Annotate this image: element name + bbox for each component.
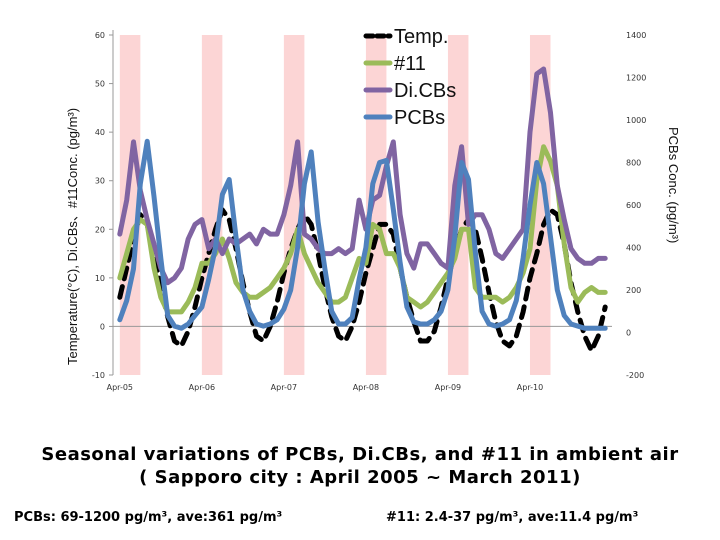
x-tick-label-0: Apr-05 xyxy=(107,383,133,392)
series-line-temp xyxy=(117,207,608,354)
y-left-tick-label-6: 50 xyxy=(95,80,105,89)
y-right-tick-label-1: 0 xyxy=(626,329,631,338)
y-left-tick-label-1: 0 xyxy=(100,322,105,331)
y-left-tick-label-4: 30 xyxy=(95,177,105,186)
y-right-tick-label-2: 200 xyxy=(626,286,641,295)
y-left-tick-label-7: 60 xyxy=(95,31,105,40)
x-tick-label-2: Apr-07 xyxy=(271,383,297,392)
chart: -10 0 10 20 30 40 50 60 -200 0 200 400 600 800 1000 12… xyxy=(65,26,681,392)
legend-label-dicbs: Di.CBs xyxy=(394,80,456,102)
y-left-tick-label-2: 10 xyxy=(95,274,105,283)
n11-range-note: #11: 2.4-37 pg/m³, ave:11.4 pg/m³ xyxy=(386,510,639,525)
caption-line-2: ( Sapporo city : April 2005 ~ March 2011… xyxy=(139,467,581,488)
y-right-tick-label-7: 1200 xyxy=(626,74,646,83)
y-axis-right-title: PCBs Conc. (pg/m³) xyxy=(666,127,681,243)
series-lines xyxy=(117,66,608,354)
y-left-tick-label-3: 20 xyxy=(95,225,105,234)
pcbs-range-note: PCBs: 69-1200 pg/m³, ave:361 pg/m³ xyxy=(14,510,283,525)
y-right-tick-label-5: 800 xyxy=(626,159,641,168)
summer-band-6 xyxy=(529,35,551,375)
x-tick-label-5: Apr-10 xyxy=(517,383,543,392)
summer-band-1 xyxy=(119,35,141,375)
y-right-tick-label-0: -200 xyxy=(626,371,644,380)
legend: Temp. #11 Di.CBs PCBs xyxy=(363,26,456,129)
series-line-pcbs xyxy=(117,138,608,331)
y-left-tick-label-5: 40 xyxy=(95,128,105,137)
legend-label-pcbs: PCBs xyxy=(394,107,445,129)
y-right-tick-label-4: 600 xyxy=(626,201,641,210)
x-tick-label-3: Apr-08 xyxy=(353,383,379,392)
caption-line-1: Seasonal variations of PCBs, Di.CBs, and… xyxy=(41,444,679,465)
y-axis-left-title: Temperature(°C), Di.CBs、#11Conc. (pg/m³) xyxy=(65,108,80,365)
y-right-tick-label-3: 400 xyxy=(626,244,641,253)
left-tick-labels: -10 0 10 20 30 40 50 60 xyxy=(92,31,105,380)
y-left-tick-label-0: -10 xyxy=(92,371,105,380)
x-tick-label-4: Apr-09 xyxy=(435,383,461,392)
right-tick-labels: -200 0 200 400 600 800 1000 1200 1400 xyxy=(626,31,646,380)
series-line-dicbs xyxy=(117,66,608,286)
legend-label-11: #11 xyxy=(394,53,426,75)
legend-label-temp: Temp. xyxy=(394,26,448,48)
axes xyxy=(109,30,612,376)
y-right-tick-label-6: 1000 xyxy=(626,116,646,125)
x-tick-label-1: Apr-06 xyxy=(189,383,215,392)
x-tick-labels: Apr-05 Apr-06 Apr-07 Apr-08 Apr-09 Apr-10 xyxy=(107,383,544,392)
y-right-tick-label-8: 1400 xyxy=(626,31,646,40)
summer-band-4 xyxy=(365,35,387,375)
